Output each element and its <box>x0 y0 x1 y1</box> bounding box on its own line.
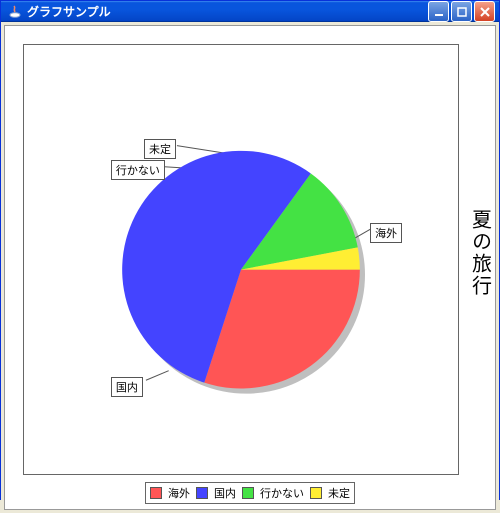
slice-label-kaigai: 海外 <box>370 223 402 243</box>
chart-panel: 海外国内行かない未定 夏の旅行 海外国内行かない未定 <box>4 25 496 510</box>
legend: 海外 国内 行かない 未定 <box>5 481 495 509</box>
legend-label-kokunai: 国内 <box>214 485 236 501</box>
legend-swatch-ikanai <box>242 487 254 499</box>
close-button[interactable] <box>474 1 495 22</box>
titlebar[interactable]: グラフサンプル <box>1 1 499 22</box>
pie-chart <box>24 45 458 474</box>
window-title: グラフサンプル <box>27 3 428 20</box>
legend-swatch-kaigai <box>150 487 162 499</box>
legend-label-mitei: 未定 <box>328 485 350 501</box>
window-buttons <box>428 1 495 22</box>
legend-label-kaigai: 海外 <box>168 485 190 501</box>
app-window: グラフサンプル 海外国内行かない未定 夏の旅行 海外国内行かない未定 <box>0 0 500 500</box>
chart-side-title: 夏の旅行 <box>465 26 495 481</box>
legend-swatch-kokunai <box>196 487 208 499</box>
maximize-button[interactable] <box>451 1 472 22</box>
slice-label-kokunai: 国内 <box>111 377 143 397</box>
plot-area: 海外国内 行かない未定 <box>23 44 459 475</box>
slice-label-mitei: 未定 <box>144 139 176 159</box>
legend-label-ikanai: 行かない <box>260 485 304 501</box>
minimize-button[interactable] <box>428 1 449 22</box>
slice-label-ikanai: 行かない <box>111 160 165 180</box>
legend-swatch-mitei <box>310 487 322 499</box>
content-area: 海外国内行かない未定 夏の旅行 海外国内行かない未定 <box>1 22 499 513</box>
java-icon <box>7 4 23 20</box>
